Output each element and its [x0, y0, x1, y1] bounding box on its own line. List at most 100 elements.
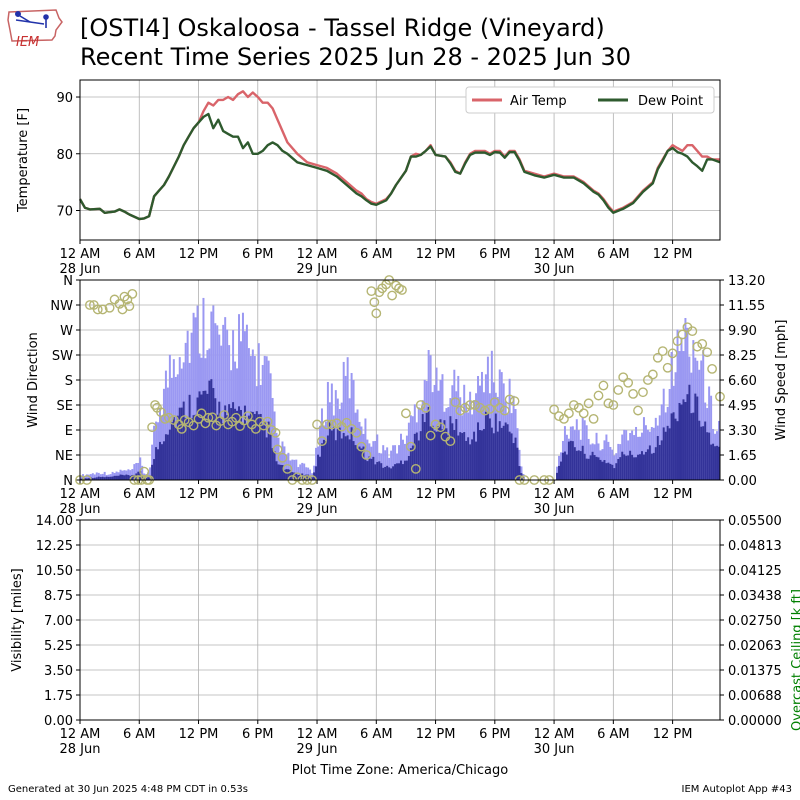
- wind-speed-bar: [686, 394, 689, 480]
- wind-speed-bar: [676, 421, 679, 480]
- wind-gust-bar: [307, 467, 310, 480]
- wind-speed-bar: [388, 467, 391, 480]
- wind-speed-bar: [486, 412, 489, 480]
- wind-speed-tick-label: 4.95: [728, 399, 757, 414]
- wind-gust-bar: [382, 445, 385, 480]
- wind-direction-point: [317, 436, 327, 447]
- wind-speed-bar: [283, 469, 286, 480]
- wind-direction-point: [369, 297, 380, 308]
- wind-gust-bar: [257, 343, 260, 480]
- wind-speed-bar: [93, 477, 96, 480]
- wind-gust-bar: [111, 471, 114, 480]
- wind-speed-bar: [411, 445, 414, 480]
- wind-speed-bar: [666, 425, 669, 480]
- wind-direction-point: [603, 398, 614, 409]
- wind-speed-bar: [392, 466, 395, 480]
- wind-speed-bar: [166, 434, 169, 480]
- wind-gust-bar: [315, 447, 318, 480]
- wind-speed-bar: [716, 445, 719, 480]
- weather-station-icon: [15, 11, 49, 28]
- temp-legend: Air Temp Dew Point: [465, 86, 715, 114]
- wind-speed-bar: [311, 477, 314, 480]
- temperature-panel: 12 AM 6 AM 12 PM 6 PM 12 AM 6 AM 12 PM 6 PM 12 A…: [16, 79, 721, 277]
- wind-gust-bar: [151, 444, 154, 480]
- wind-speed-bar: [123, 475, 126, 480]
- wind-direction-point: [272, 444, 283, 455]
- wind-speed-bar: [269, 433, 272, 480]
- wind-xtick-label: 12 PM: [653, 487, 693, 502]
- wind-direction-point: [104, 302, 115, 313]
- wind-speed-bar: [421, 414, 424, 480]
- wind-speed-bar: [581, 445, 584, 480]
- wind-gust-bar: [702, 349, 705, 480]
- wind-speed-bar: [145, 477, 148, 480]
- wind-speed-bar: [222, 423, 225, 480]
- wind-direction-point: [196, 408, 207, 419]
- wind-direction-point: [92, 304, 103, 315]
- wind-speed-bar: [238, 406, 240, 480]
- wind-speed-bar: [571, 441, 574, 480]
- wind-gust-bar: [650, 427, 653, 480]
- wind-speed-bar: [99, 477, 102, 480]
- wind-speed-bar: [401, 464, 404, 480]
- wind-speed-bar: [409, 448, 412, 480]
- wind-gust-bar: [453, 369, 456, 480]
- ceiling-ytick-label: 0.03438: [728, 589, 782, 604]
- wind-dir-tick-label: E: [65, 424, 73, 439]
- wind-speed-bar: [289, 469, 292, 480]
- wind-speed-bar: [200, 394, 203, 480]
- wind-direction-point: [183, 417, 194, 428]
- wind-direction-point: [608, 400, 619, 410]
- wind-speed-bar: [577, 450, 580, 480]
- wind-speed-bar: [662, 427, 665, 480]
- wind-speed-bar: [405, 460, 408, 480]
- temp-xtick-label: 12 PM: [416, 247, 456, 262]
- wind-speed-bar: [714, 446, 717, 480]
- wind-gust-bar: [384, 450, 387, 480]
- temp-date-label: 29 Jun: [297, 262, 338, 277]
- wind-direction-point: [559, 413, 569, 424]
- wind-direction-point: [163, 412, 174, 423]
- wind-direction-point: [200, 418, 211, 429]
- legend-label-dew-point: Dew Point: [638, 94, 703, 109]
- wind-direction-point: [176, 423, 187, 434]
- wind-panel: 12 AM 6 AM 12 PM 6 PM 12 AM 6 AM 12 PM 6 PM 12 A…: [26, 274, 789, 517]
- wind-speed-bar: [488, 418, 491, 480]
- wind-speed-bar: [625, 455, 628, 480]
- wind-frame: [79, 279, 721, 481]
- wind-speed-bar: [190, 418, 193, 480]
- wind-speed-bar: [441, 429, 444, 480]
- vis-ytick-label: 12.25: [36, 539, 73, 554]
- wind-speed-bar: [309, 476, 312, 480]
- wind-direction-point: [484, 403, 495, 414]
- wind-gust-bar: [441, 374, 444, 480]
- wind-gust-bar: [194, 317, 197, 480]
- wind-speed-bar: [621, 451, 624, 480]
- wind-direction-point: [697, 338, 708, 349]
- wind-speed-bar: [320, 443, 323, 480]
- wind-speed-bar: [334, 440, 337, 480]
- wind-speed-bar: [230, 408, 233, 480]
- wind-speed-tick-label: 13.20: [728, 274, 765, 289]
- temp-date-label: 30 Jun: [534, 262, 575, 277]
- wind-gust-bar: [216, 325, 219, 480]
- wind-speed-bar: [593, 455, 596, 480]
- wind-gust-bar: [245, 324, 248, 480]
- wind-speed-bar: [490, 427, 493, 480]
- wind-speed-bar: [380, 463, 383, 480]
- wind-direction-point: [450, 397, 461, 408]
- wind-speed-bar: [125, 474, 128, 480]
- wind-direction-point: [470, 400, 480, 410]
- wind-direction-point: [361, 450, 372, 460]
- wind-direction-point: [371, 308, 382, 319]
- wind-direction-point: [613, 385, 624, 395]
- wind-speed-bar: [506, 424, 509, 480]
- wind-speed-bar: [109, 476, 112, 480]
- temp-date-label: 28 Jun: [60, 262, 101, 277]
- wind-speed-bar: [712, 443, 715, 480]
- temp-xtick-label: 12 PM: [653, 247, 693, 262]
- wind-gust-bar: [350, 373, 353, 480]
- wind-speed-bar: [326, 435, 329, 480]
- wind-speed-bar: [194, 414, 197, 480]
- wind-speed-bar: [512, 443, 515, 480]
